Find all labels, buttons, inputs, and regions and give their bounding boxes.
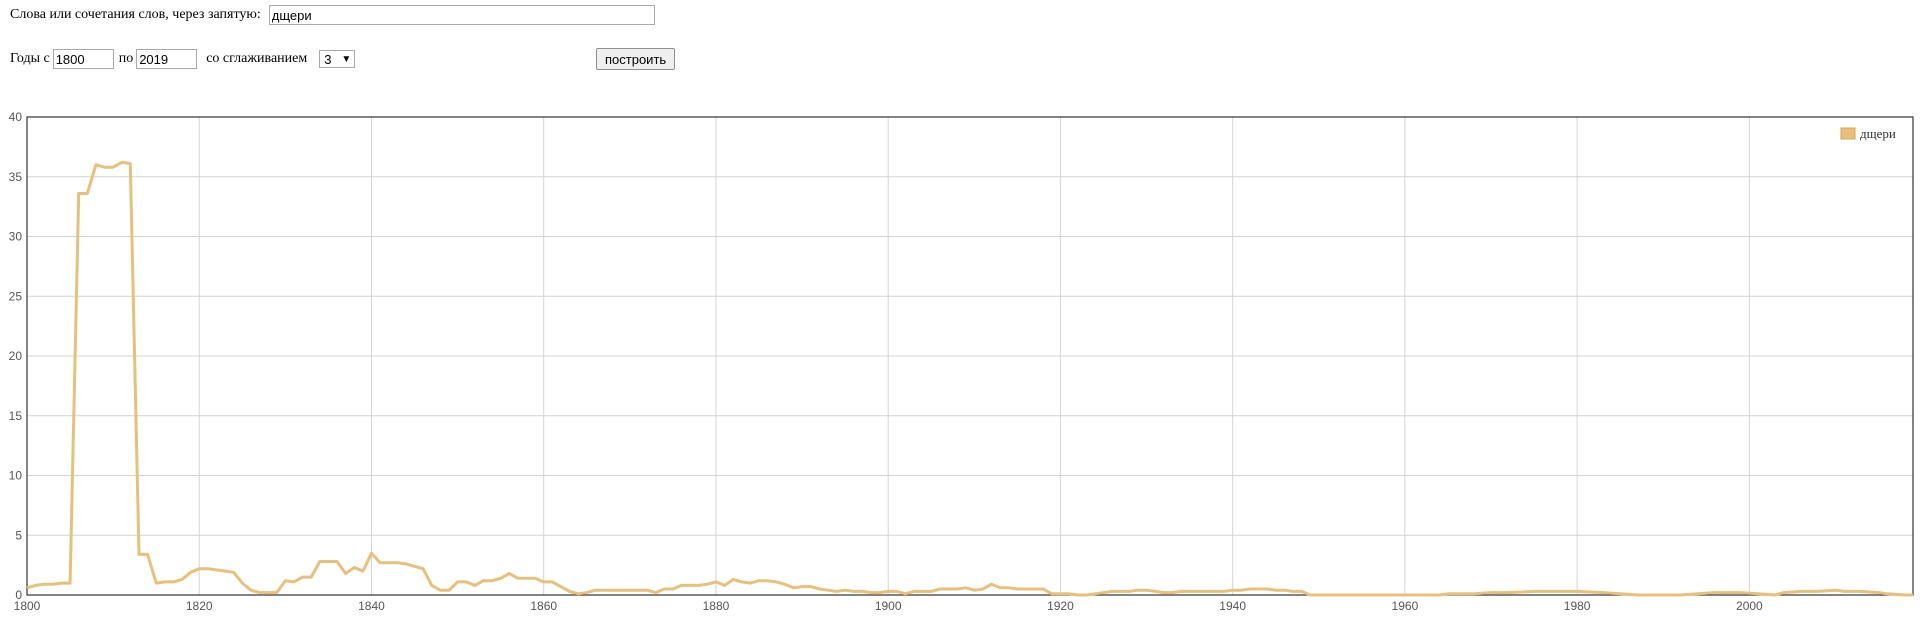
words-label: Слова или сочетания слов, через запятую: xyxy=(10,7,261,22)
x-tick-label: 1820 xyxy=(186,599,213,613)
x-tick-label: 1800 xyxy=(14,599,41,613)
y-tick-label: 15 xyxy=(9,409,23,423)
grid-lines xyxy=(27,117,1913,595)
smoothing-select[interactable]: 3 ▼ xyxy=(319,50,356,68)
x-tick-label: 2000 xyxy=(1736,599,1763,613)
legend-label: дщери xyxy=(1860,126,1896,141)
years-from-label: Годы с xyxy=(10,51,50,66)
x-tick-label: 1920 xyxy=(1047,599,1074,613)
plot-frame xyxy=(26,116,1914,596)
words-input[interactable] xyxy=(268,5,655,25)
axis-tick-labels: 0 5 10 15 20 25 30 35 40 1800 1820 1840 1860 1880 1900… xyxy=(9,110,1763,613)
x-tick-label: 1880 xyxy=(703,599,730,613)
legend-swatch xyxy=(1840,127,1856,140)
chevron-down-icon: ▼ xyxy=(341,53,352,65)
y-tick-label: 35 xyxy=(9,170,23,184)
smoothing-value: 3 xyxy=(324,51,332,67)
x-tick-label: 1840 xyxy=(358,599,385,613)
smoothing-label: со сглаживанием xyxy=(206,51,308,66)
y-tick-label: 10 xyxy=(9,469,23,483)
x-tick-label: 1860 xyxy=(530,599,557,613)
year-to-input[interactable] xyxy=(136,49,198,69)
y-tick-label: 40 xyxy=(9,110,23,124)
y-tick-label: 20 xyxy=(9,349,23,363)
x-tick-label: 1960 xyxy=(1392,599,1419,613)
y-tick-label: 30 xyxy=(9,230,23,244)
years-to-label: по xyxy=(118,51,134,66)
series-layer xyxy=(26,160,1913,597)
legend: дщери xyxy=(1840,126,1896,141)
build-button[interactable]: построить xyxy=(596,48,676,70)
x-tick-label: 1940 xyxy=(1219,599,1246,613)
x-tick-label: 1980 xyxy=(1564,599,1591,613)
y-tick-label: 0 xyxy=(15,588,22,602)
words-row: Слова или сочетания слов, через запятую: xyxy=(10,4,655,26)
years-row: Годы с по со сглаживанием 3 ▼ xyxy=(10,48,356,70)
x-tick-label: 1900 xyxy=(875,599,902,613)
line-chart: 0 5 10 15 20 25 30 35 40 1800 1820 1840 1860 1880 1900… xyxy=(9,110,1914,613)
y-tick-label: 25 xyxy=(9,289,23,303)
series-line xyxy=(26,160,1913,597)
y-tick-label: 5 xyxy=(15,528,22,542)
year-from-input[interactable] xyxy=(52,49,114,69)
